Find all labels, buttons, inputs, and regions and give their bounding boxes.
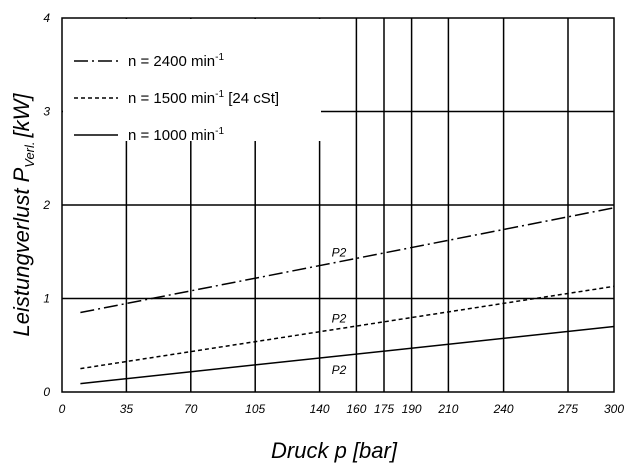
legend-entry-exponent: -1 xyxy=(215,89,224,100)
x-tick-label: 0 xyxy=(59,402,66,416)
y-tick-label: 1 xyxy=(43,292,50,306)
curve-line xyxy=(80,325,615,385)
x-tick-label: 300 xyxy=(604,402,624,416)
x-axis-title: Druck p [bar] xyxy=(271,438,398,463)
legend-entry: n = 1000 min-1 xyxy=(128,126,224,144)
x-tick-label: 190 xyxy=(402,402,422,416)
x-tick-label: 210 xyxy=(437,402,458,416)
legend-entry: n = 2400 min-1 xyxy=(128,52,224,70)
x-tick-label: 275 xyxy=(557,402,578,416)
y-axis-title-subscript: Verl. xyxy=(22,141,37,167)
legend-entry-exponent: -1 xyxy=(215,126,224,137)
curves: P2 P2 P2 xyxy=(80,207,615,385)
legend-entry-label: n = 1000 min xyxy=(128,127,215,144)
y-tick-label: 2 xyxy=(42,198,50,212)
legend-entry-suffix: [24 cSt] xyxy=(224,90,279,107)
x-tick-label: 240 xyxy=(493,402,514,416)
legend-entry-label: n = 1500 min xyxy=(128,90,215,107)
y-tick-label: 0 xyxy=(43,385,50,399)
legend-entry-exponent: -1 xyxy=(215,52,224,63)
curve-line xyxy=(80,285,615,370)
y-axis-title-main: Leistungverlust P xyxy=(9,167,34,336)
x-tick-label: 105 xyxy=(245,402,265,416)
curve-label: P2 xyxy=(332,246,347,260)
curve-label: P2 xyxy=(332,312,347,326)
y-axis-title: Leistungverlust PVerl. [kW] xyxy=(9,93,37,337)
legend-entry-label: n = 2400 min xyxy=(128,53,215,70)
legend-background xyxy=(63,19,321,141)
y-tick-label: 3 xyxy=(43,105,50,119)
x-tick-label: 70 xyxy=(184,402,198,416)
x-tick-label: 160 xyxy=(346,402,366,416)
x-tick-label: 140 xyxy=(310,402,330,416)
y-axis-title-unit: [kW] xyxy=(9,93,34,139)
legend-entry: n = 1500 min-1 [24 cSt] xyxy=(128,89,279,107)
x-tick-label: 175 xyxy=(374,402,394,416)
y-tick-label: 4 xyxy=(43,11,50,25)
x-tick-label: 35 xyxy=(120,402,134,416)
x-tick-labels: 0 35 70 105 140 160 175 190 210 240 275 300 xyxy=(59,402,625,416)
y-tick-labels: 0 1 2 3 4 xyxy=(42,11,50,399)
legend: n = 2400 min-1n = 1500 min-1 [24 cSt]n =… xyxy=(63,19,321,144)
curve-label: P2 xyxy=(332,363,347,377)
curve-line xyxy=(80,207,615,314)
